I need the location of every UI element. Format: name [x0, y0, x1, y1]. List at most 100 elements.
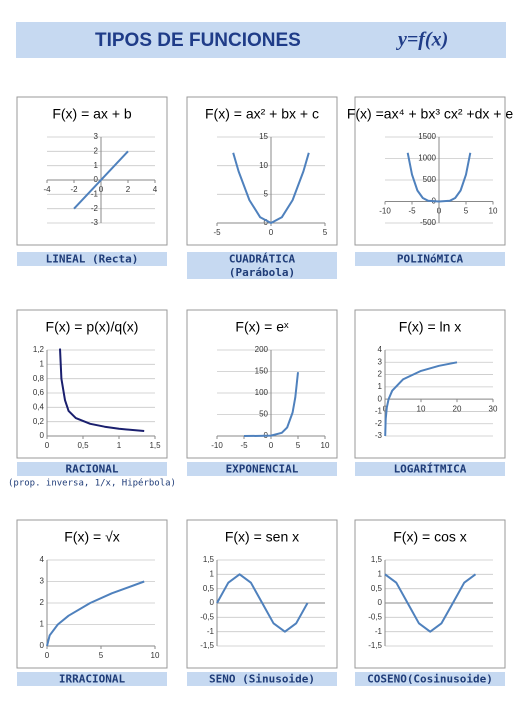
y-tick-label: 3: [94, 132, 99, 141]
caption-bar: [17, 672, 167, 686]
x-tick-label: -5: [213, 228, 221, 237]
y-tick-label: 1: [40, 620, 45, 629]
subcaption: (prop. inversa, 1/x, Hipérbola): [8, 478, 176, 489]
caption: POLINóMICA: [397, 253, 464, 266]
caption: RACIONAL: [66, 463, 119, 476]
caption-bar: [355, 462, 505, 476]
line: [384, 361, 458, 437]
x-tick-label: 5: [296, 441, 301, 450]
y-tick-label: 4: [40, 555, 45, 564]
panel: [186, 96, 338, 246]
y-tick-label: 0: [378, 598, 383, 607]
y-tick-label: 1: [94, 161, 99, 170]
panel: [186, 519, 338, 669]
caption: COSENO(Cosinusoide): [367, 673, 493, 686]
y-tick-label: -2: [375, 419, 383, 428]
y-tick-label: 100: [255, 388, 269, 397]
y-tick-label: -2: [91, 204, 99, 213]
y-tick-label: -3: [91, 218, 99, 227]
caption-bar: [187, 462, 337, 476]
chart-title: F(x) = ln x: [399, 319, 462, 335]
caption: LOGARÍTMICA: [394, 463, 467, 476]
line: [243, 372, 299, 437]
y-tick-label: 50: [259, 410, 268, 419]
y-tick-label: 15: [259, 132, 268, 141]
y-tick-label: -1: [207, 627, 215, 636]
caption-bar: [187, 672, 337, 686]
y-tick-label: -1,5: [200, 641, 214, 650]
y-tick-label: -500: [420, 218, 437, 227]
x-tick-label: 1,5: [149, 441, 161, 450]
y-tick-label: 1: [40, 359, 45, 368]
y-tick-label: 0,5: [203, 584, 215, 593]
panel: [16, 96, 168, 246]
y-tick-label: 0,8: [33, 374, 45, 383]
chart-title: F(x) = ax² + bx + c: [205, 106, 319, 122]
chart-title: F(x) = √x: [64, 529, 120, 545]
x-tick-label: 30: [489, 404, 498, 413]
x-tick-label: -10: [211, 441, 223, 450]
x-tick-label: -10: [379, 207, 391, 216]
panel: [354, 96, 506, 246]
chart-title: F(x) = ax + b: [52, 106, 132, 122]
caption-bar: [17, 252, 167, 266]
y-tick-label: 500: [423, 175, 437, 184]
caption-bar: [355, 672, 505, 686]
x-tick-label: 5: [99, 651, 104, 660]
line: [216, 573, 309, 633]
y-tick-label: 1000: [418, 154, 436, 163]
chart-title: F(x) = p(x)/q(x): [46, 319, 139, 335]
caption-bar: [187, 252, 337, 266]
panel: [354, 519, 506, 669]
y-tick-label: 3: [40, 577, 45, 586]
y-tick-label: -0,5: [200, 612, 214, 621]
x-tick-label: -2: [70, 185, 78, 194]
caption-bar: [355, 252, 505, 266]
y-tick-label: -1: [91, 189, 99, 198]
y-tick-label: 1: [378, 382, 383, 391]
caption-bar: [187, 266, 337, 279]
y-tick-label: 1,5: [371, 555, 383, 564]
y-tick-label: 1: [378, 569, 383, 578]
panel: [16, 519, 168, 669]
y-tick-label: 1,2: [33, 345, 45, 354]
x-tick-label: 1: [117, 441, 122, 450]
line: [384, 573, 477, 633]
line: [59, 348, 145, 432]
y-tick-label: 5: [264, 189, 269, 198]
y-tick-label: 2: [40, 598, 45, 607]
y-tick-label: 2: [378, 370, 383, 379]
y-tick-label: 0,2: [33, 417, 45, 426]
x-tick-label: 20: [453, 404, 462, 413]
x-tick-label: 4: [153, 185, 158, 194]
y-tick-label: 0,4: [33, 402, 45, 411]
y-tick-label: 1500: [418, 132, 436, 141]
caption: CUADRÁTICA: [229, 253, 296, 266]
line: [406, 152, 472, 203]
y-tick-label: -0,5: [368, 612, 382, 621]
x-tick-label: -5: [240, 441, 248, 450]
y-tick-label: -3: [375, 431, 383, 440]
x-tick-label: 10: [489, 207, 498, 216]
y-tick-label: 0: [40, 431, 45, 440]
x-tick-label: 10: [417, 404, 426, 413]
caption: LINEAL (Recta): [46, 253, 139, 266]
y-tick-label: 10: [259, 161, 268, 170]
chart-title: F(x) =ax⁴ + bx³ cx² +dx + e: [347, 106, 514, 122]
x-tick-label: 0: [45, 651, 50, 660]
header-bar: [16, 22, 506, 58]
panel: [186, 309, 338, 459]
header-title: TIPOS DE FUNCIONES: [95, 30, 301, 51]
caption: SENO (Sinusoide): [209, 673, 315, 686]
chart-title: F(x) = eˣ: [235, 319, 289, 335]
x-tick-label: 2: [126, 185, 131, 194]
chart-title: F(x) = cos x: [393, 529, 467, 545]
y-tick-label: 4: [378, 345, 383, 354]
caption: EXPONENCIAL: [226, 463, 299, 476]
y-tick-label: 3: [378, 357, 383, 366]
x-tick-label: -5: [408, 207, 416, 216]
y-tick-label: 200: [255, 345, 269, 354]
x-tick-label: 10: [321, 441, 330, 450]
caption-bar: [17, 462, 167, 476]
